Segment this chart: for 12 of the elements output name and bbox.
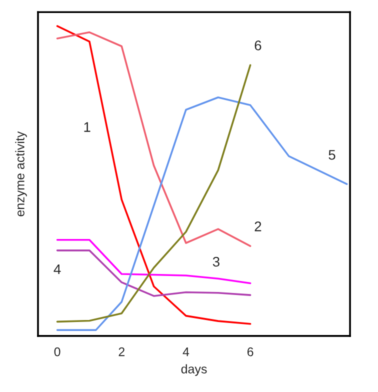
series-label: 6 — [254, 40, 262, 50]
series-label: 5 — [328, 150, 336, 160]
x-axis-title: days — [181, 364, 207, 376]
x-tick-label: 2 — [118, 347, 124, 356]
y-axis-title: enzyme activity — [15, 131, 27, 216]
series-label: 1 — [84, 122, 90, 132]
x-tick-label: 6 — [247, 347, 254, 356]
series-label: 4 — [54, 264, 61, 274]
series-label: 3 — [212, 256, 220, 267]
series-label: 2 — [254, 222, 262, 232]
x-tick-label: 4 — [182, 348, 190, 356]
x-tick-label: 0 — [54, 347, 60, 356]
